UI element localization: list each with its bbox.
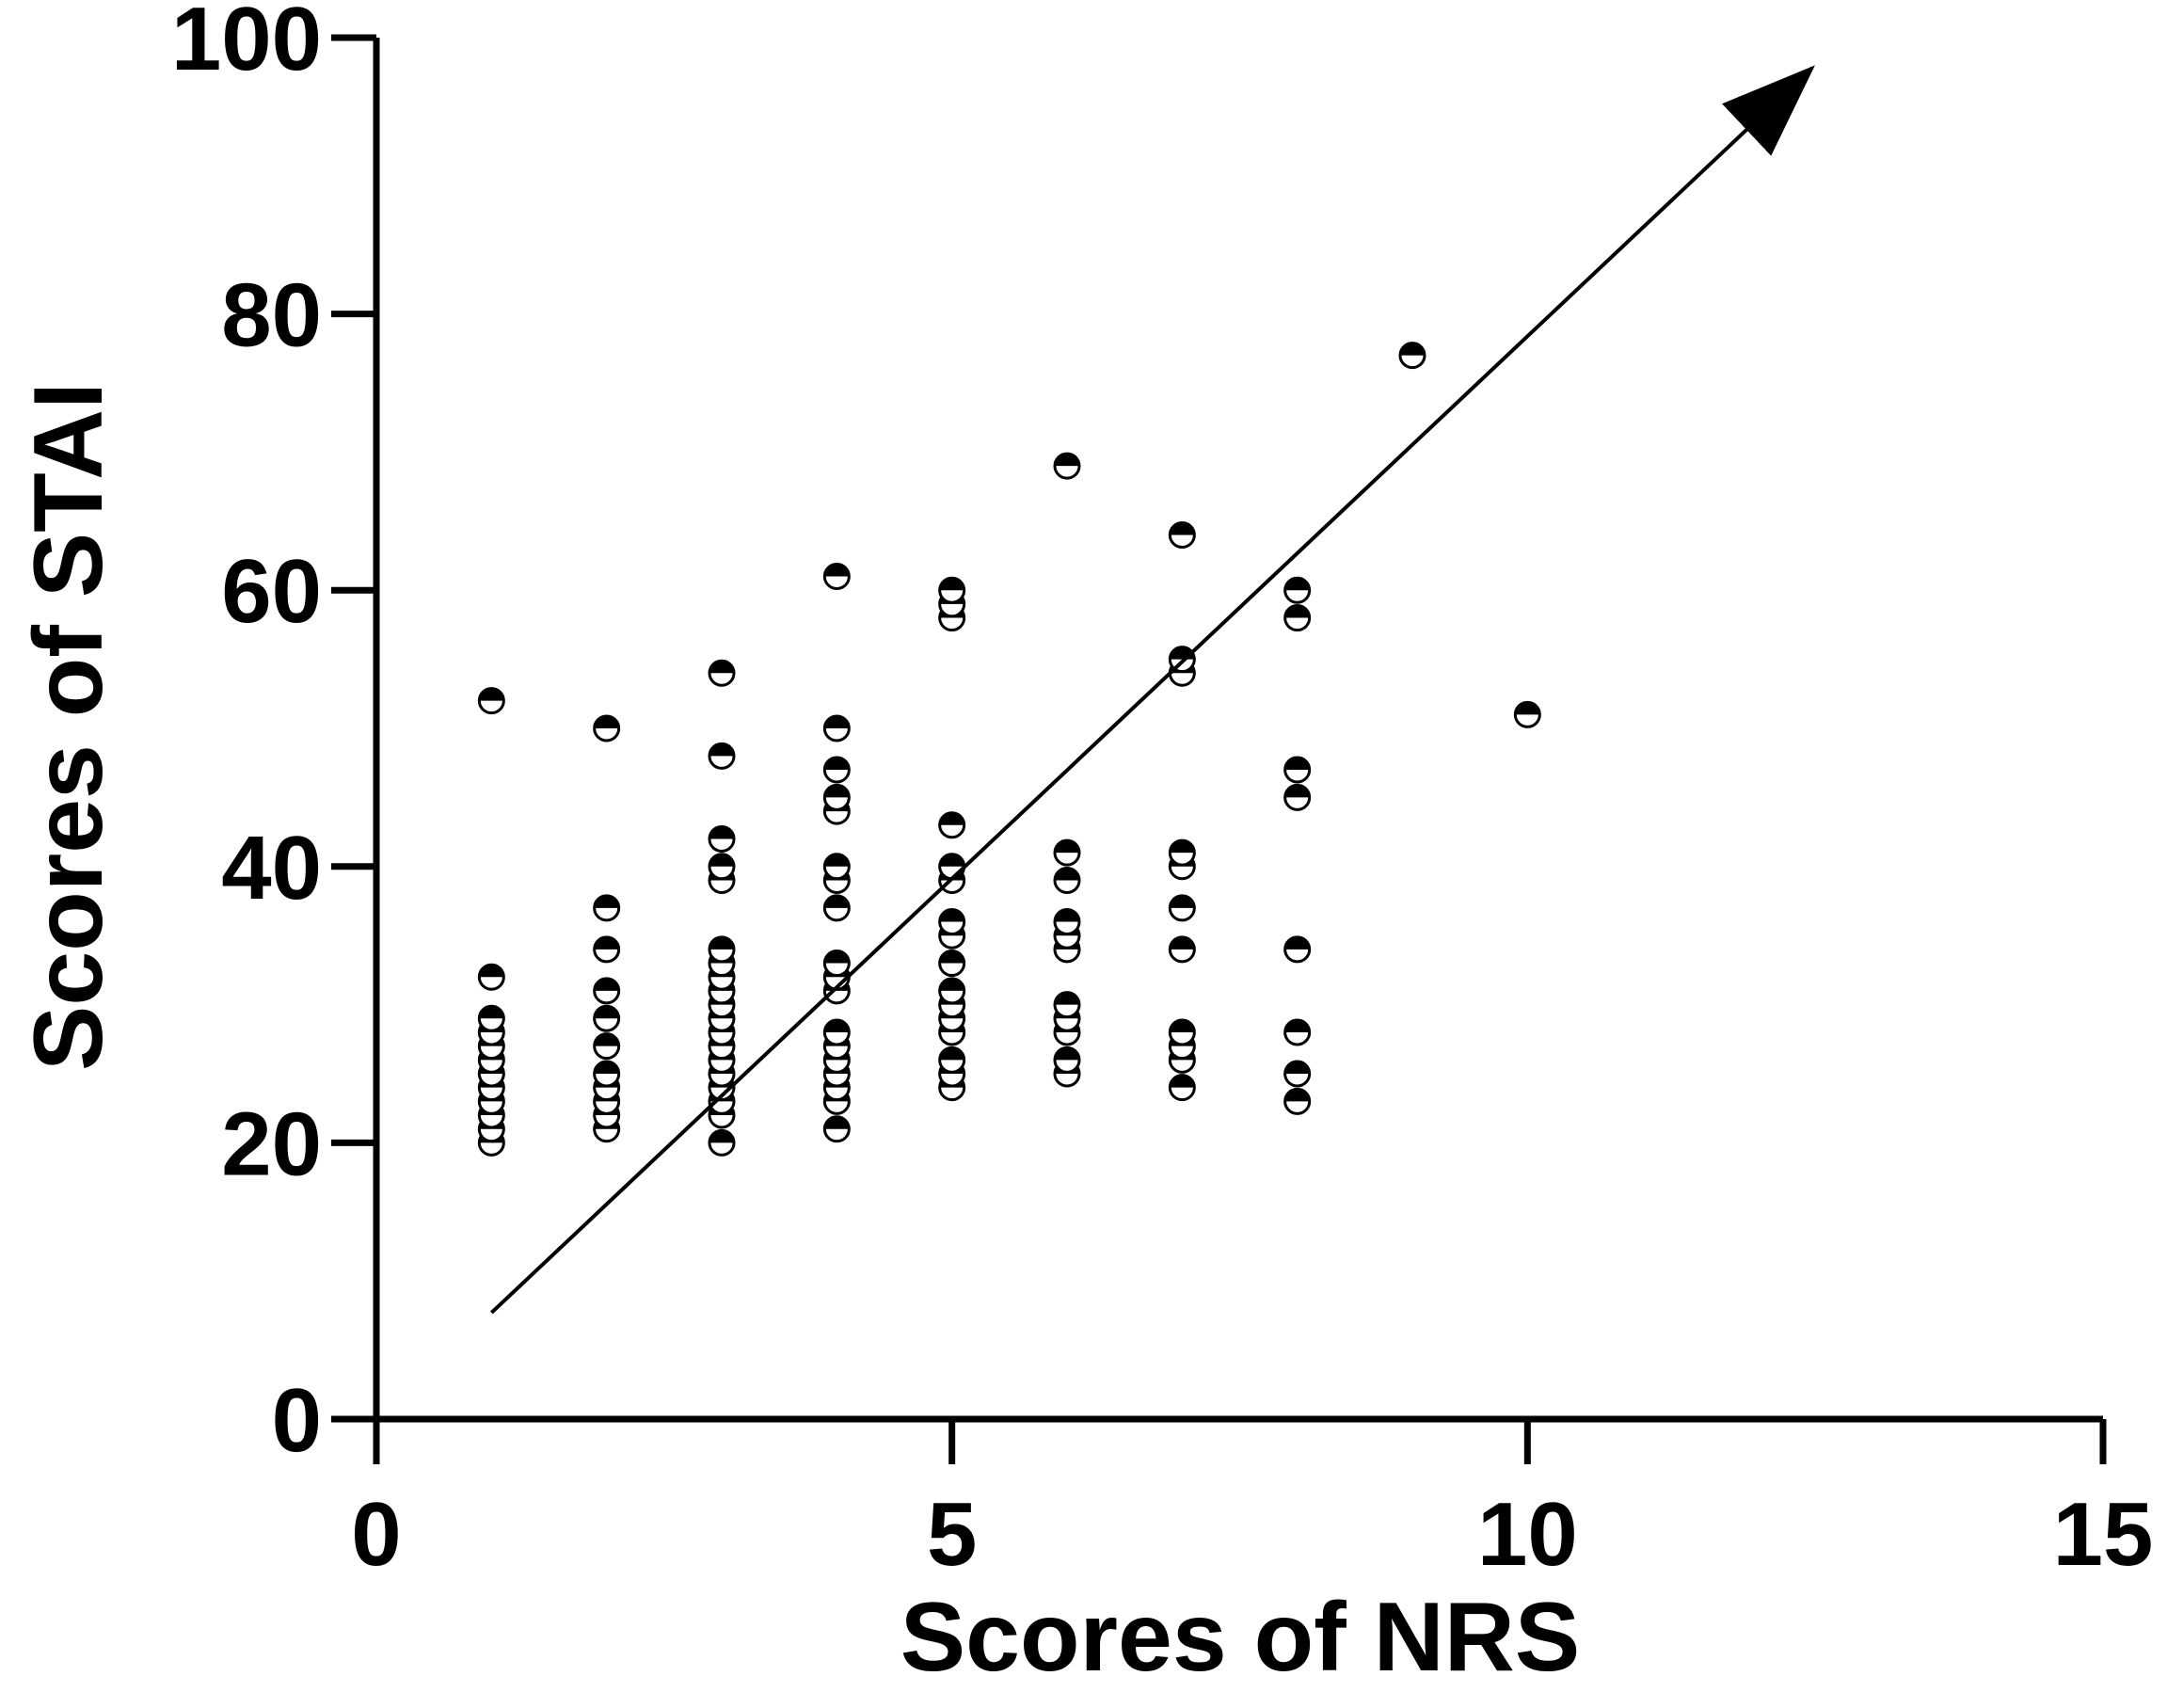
y-tick-label: 80	[221, 265, 322, 366]
data-points	[477, 342, 1541, 1157]
data-point	[708, 824, 736, 853]
axes: 0 20 40 60 80 100 0 5 10 15	[171, 0, 2154, 1585]
y-axis-title: Scores of STAI	[14, 382, 123, 1071]
data-point	[1398, 342, 1426, 370]
data-point	[1168, 520, 1196, 549]
data-point	[1053, 838, 1081, 867]
data-point	[1168, 894, 1196, 922]
data-point	[822, 1018, 851, 1046]
y-tick-label: 60	[221, 541, 322, 642]
x-tick-label: 5	[927, 1484, 977, 1585]
y-tick-label: 20	[221, 1093, 322, 1194]
data-point	[938, 908, 966, 936]
data-point	[477, 963, 505, 991]
data-point	[593, 1032, 621, 1061]
data-point	[477, 687, 505, 715]
y-tick-label: 40	[221, 818, 322, 918]
data-point	[1283, 756, 1312, 784]
data-point	[708, 742, 736, 770]
data-point	[822, 950, 851, 978]
data-point	[938, 576, 966, 604]
data-point	[593, 714, 621, 742]
data-point	[822, 1115, 851, 1143]
data-point	[822, 563, 851, 591]
data-point	[1283, 783, 1312, 811]
data-point	[477, 1004, 505, 1032]
data-point	[1283, 1060, 1312, 1088]
data-point	[822, 783, 851, 811]
data-point	[1168, 1074, 1196, 1102]
data-point	[938, 853, 966, 881]
data-point	[822, 714, 851, 742]
data-point	[1283, 1018, 1312, 1046]
x-axis-title: Scores of NRS	[900, 1583, 1580, 1692]
y-tick-label: 100	[171, 0, 322, 89]
data-point	[822, 756, 851, 784]
data-point	[938, 811, 966, 839]
data-point	[1168, 1018, 1196, 1046]
data-point	[1053, 452, 1081, 480]
data-point	[938, 950, 966, 978]
data-point	[1283, 604, 1312, 632]
data-point	[1283, 1087, 1312, 1115]
data-point	[938, 1046, 966, 1074]
data-point	[1513, 700, 1541, 728]
data-point	[593, 1060, 621, 1088]
data-point	[1283, 935, 1312, 964]
data-point	[708, 853, 736, 881]
data-point	[1168, 838, 1196, 867]
x-tick-label: 0	[351, 1484, 401, 1585]
data-point	[1053, 991, 1081, 1019]
y-tick-label: 0	[272, 1370, 322, 1471]
data-point	[822, 853, 851, 881]
data-point	[708, 935, 736, 964]
data-point	[593, 977, 621, 1005]
x-tick-label: 15	[2053, 1484, 2154, 1585]
data-point	[1053, 866, 1081, 894]
data-point	[822, 894, 851, 922]
x-tick-label: 10	[1477, 1484, 1578, 1585]
data-point	[593, 894, 621, 922]
data-point	[938, 977, 966, 1005]
data-point	[708, 659, 736, 687]
trend-line	[489, 65, 1815, 1315]
trend-arrow	[489, 65, 1815, 1315]
data-point	[1283, 576, 1312, 604]
data-point	[593, 935, 621, 964]
data-point	[1168, 935, 1196, 964]
data-point	[1053, 1046, 1081, 1074]
data-point	[708, 1128, 736, 1157]
data-point	[1053, 908, 1081, 936]
data-point	[593, 1004, 621, 1032]
